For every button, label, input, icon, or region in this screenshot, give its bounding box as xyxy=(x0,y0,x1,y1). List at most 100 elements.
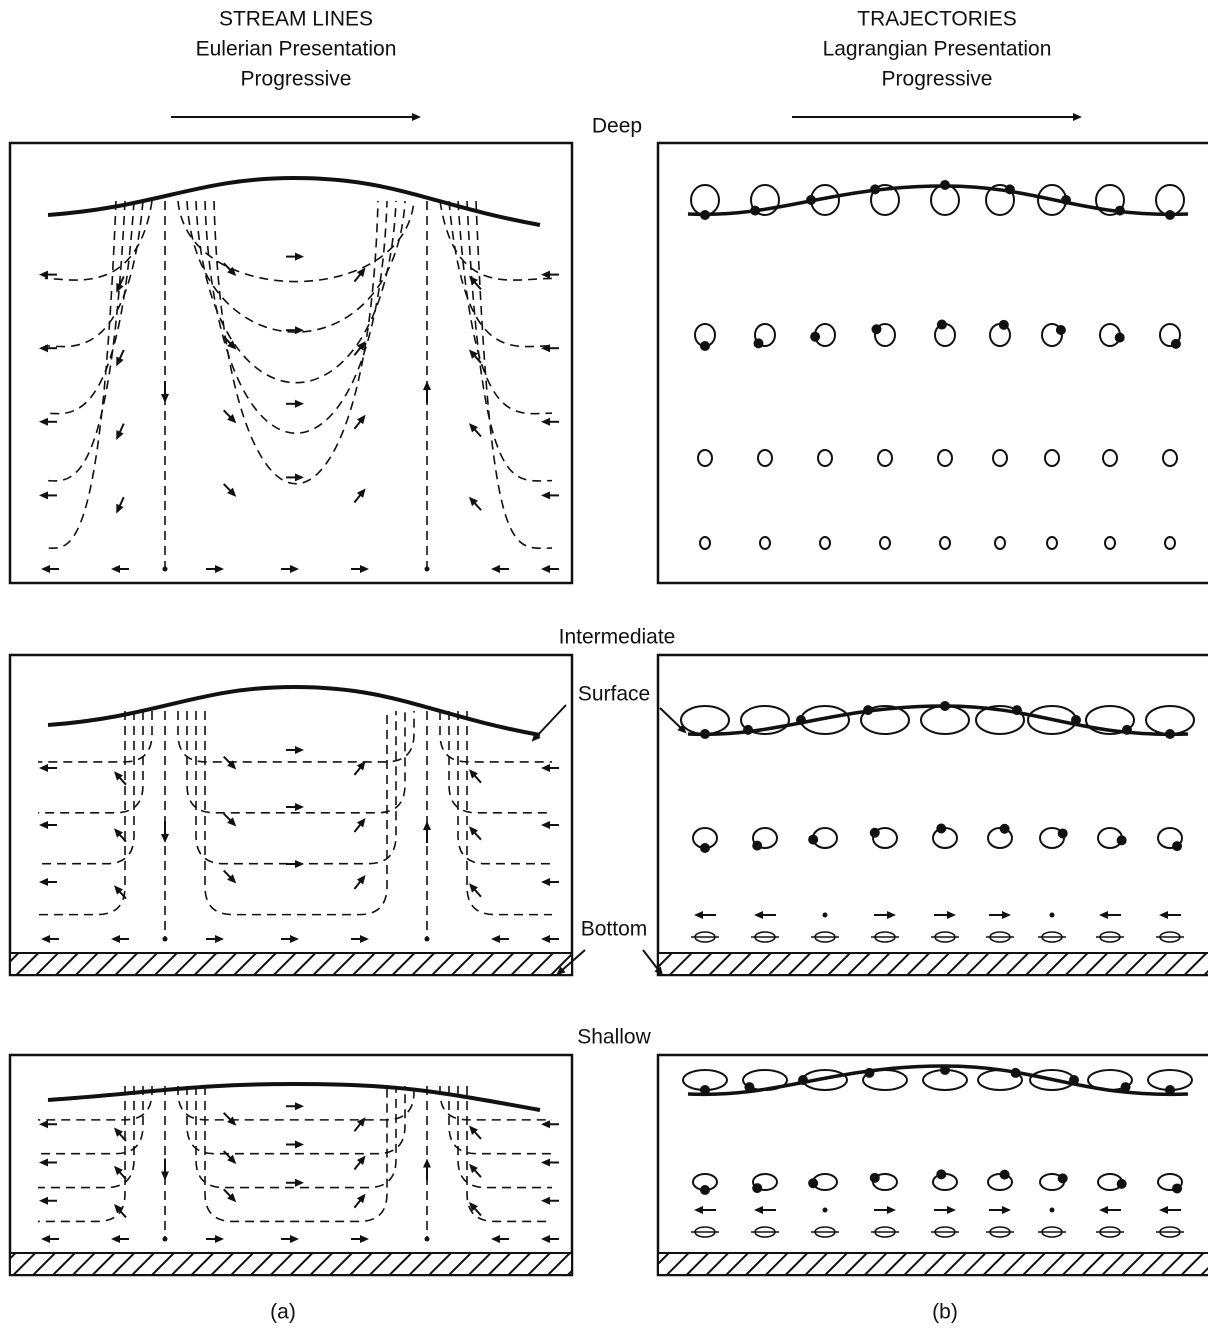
orbit xyxy=(995,537,1005,549)
particle xyxy=(700,341,710,351)
flow-arrow-head xyxy=(947,1206,956,1214)
flow-arrow-head xyxy=(39,1197,48,1205)
left-mode: Progressive xyxy=(241,68,352,91)
flow-arrow-head xyxy=(360,565,369,573)
orbit xyxy=(758,450,772,466)
panel-label-b: (b) xyxy=(932,1301,958,1324)
particle xyxy=(1172,841,1182,851)
bottom-label: Bottom xyxy=(581,918,648,941)
orbit xyxy=(818,450,832,466)
node-dot xyxy=(425,1237,430,1242)
node-dot xyxy=(163,1237,168,1242)
flow-arrow-head xyxy=(1159,1206,1168,1214)
flow-arrow-head xyxy=(295,400,304,408)
flow-arrow-head xyxy=(295,746,304,754)
flow-arrow-head xyxy=(1099,1206,1108,1214)
flow-arrow-head xyxy=(39,271,48,279)
particle xyxy=(810,332,820,342)
orbit xyxy=(938,450,952,466)
flow-arrow-head xyxy=(491,1235,500,1243)
pointer-line xyxy=(535,705,566,738)
flow-arrow-head xyxy=(295,1102,304,1110)
flow-arrow-head xyxy=(295,473,304,481)
flow-arrow-head xyxy=(111,1235,120,1243)
particle xyxy=(1000,824,1010,834)
particle xyxy=(1000,1170,1010,1180)
left-subtitle: Eulerian Presentation xyxy=(196,38,397,61)
particle xyxy=(1171,339,1181,349)
node-dot xyxy=(823,1208,828,1213)
shallow-label: Shallow xyxy=(577,1026,651,1049)
streamline xyxy=(178,201,414,282)
streamline xyxy=(196,1086,396,1188)
flow-arrow-head xyxy=(290,565,299,573)
flow-arrow-head xyxy=(423,1159,431,1168)
flow-arrow-head xyxy=(39,821,48,829)
orbit xyxy=(1103,450,1117,466)
flow-arrow-head xyxy=(541,878,550,886)
streamline xyxy=(38,711,134,864)
particle xyxy=(999,320,1009,330)
flow-arrow-head xyxy=(295,1179,304,1187)
flow-arrow-head xyxy=(541,1159,550,1167)
streamline xyxy=(196,201,396,383)
node-dot xyxy=(1050,1208,1055,1213)
flow-arrow-head xyxy=(541,1120,550,1128)
particle xyxy=(1117,1179,1127,1189)
figure: STREAM LINES Eulerian Presentation Progr… xyxy=(0,0,1208,1328)
flow-arrow-head xyxy=(541,418,550,426)
flow-arrow-head xyxy=(887,911,896,919)
flow-arrow-head xyxy=(694,911,703,919)
water-surface xyxy=(48,178,540,225)
flow-arrow-head xyxy=(215,935,224,943)
streamline xyxy=(214,201,378,484)
flow-arrow-head xyxy=(39,1159,48,1167)
flow-arrow-head xyxy=(541,935,550,943)
orbit xyxy=(820,537,830,549)
flow-arrow-head xyxy=(161,394,169,403)
node-dot xyxy=(425,937,430,942)
page: {"left_header": {"title": "STREAM LINES"… xyxy=(0,0,1208,1328)
flow-arrow-head xyxy=(290,935,299,943)
flow-arrow-head xyxy=(295,1141,304,1149)
streamline xyxy=(476,201,552,548)
flow-arrow-head xyxy=(541,565,550,573)
flow-arrow-head xyxy=(360,935,369,943)
flow-arrow-head xyxy=(360,1235,369,1243)
flow-arrow-head xyxy=(541,1197,550,1205)
node-dot xyxy=(425,567,430,572)
seabed xyxy=(10,953,572,975)
seabed xyxy=(10,1253,572,1275)
particle xyxy=(936,823,946,833)
flow-arrow-head xyxy=(215,1235,224,1243)
flow-arrow-head xyxy=(295,253,304,261)
surface-label: Surface xyxy=(578,683,650,706)
flow-arrow-head xyxy=(39,344,48,352)
particle xyxy=(870,828,880,838)
flow-arrow-head xyxy=(754,1206,763,1214)
flow-arrow-head xyxy=(290,1235,299,1243)
flow-arrow-head xyxy=(491,935,500,943)
orbit xyxy=(1045,450,1059,466)
flow-arrow-head xyxy=(39,878,48,886)
seabed xyxy=(658,1253,1208,1275)
orbit xyxy=(993,450,1007,466)
particle xyxy=(1172,1183,1182,1193)
particle xyxy=(936,1169,946,1179)
flow-arrow-head xyxy=(541,1235,550,1243)
particle xyxy=(1056,325,1066,335)
orbit xyxy=(1105,537,1115,549)
flow-arrow-head xyxy=(295,860,304,868)
flow-arrow-head xyxy=(491,565,500,573)
particle xyxy=(808,1178,818,1188)
node-dot xyxy=(163,567,168,572)
streamline xyxy=(45,201,143,347)
particle xyxy=(1115,333,1125,343)
particle xyxy=(700,843,710,853)
streamline xyxy=(196,711,396,864)
streamline xyxy=(45,201,125,481)
particle xyxy=(754,338,764,348)
flow-arrow-head xyxy=(947,911,956,919)
particle xyxy=(871,324,881,334)
streamline xyxy=(440,201,552,280)
